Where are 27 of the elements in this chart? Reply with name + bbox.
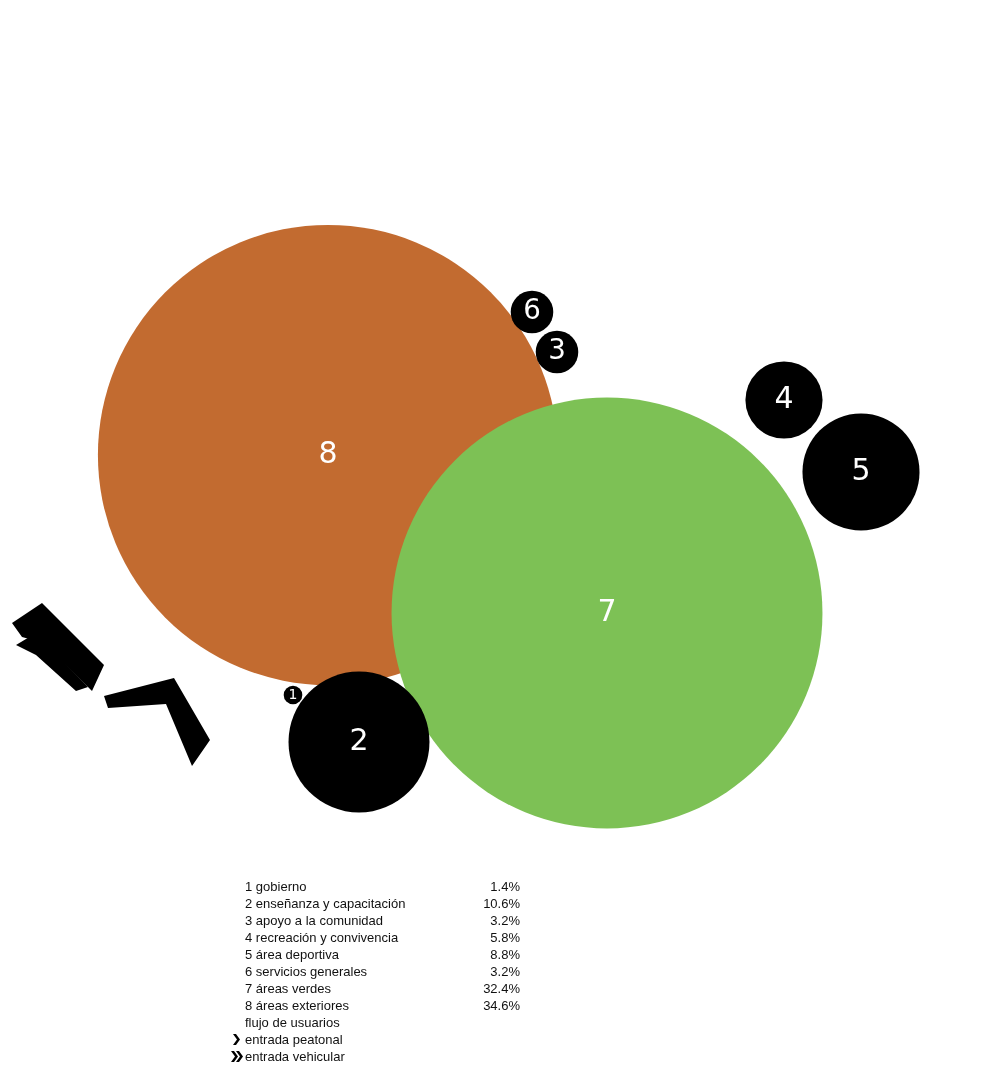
data-label: 5.8% xyxy=(489,929,520,946)
category-label: 7 áreas verdes xyxy=(245,980,332,997)
text: entrada peatonal xyxy=(245,1031,343,1048)
text: 5 xyxy=(851,451,871,487)
category-label: 8 áreas exteriores xyxy=(245,997,351,1014)
text: 6 xyxy=(523,293,541,327)
category-label: 1 gobierno xyxy=(245,878,308,895)
data-label: 3.2% xyxy=(489,912,520,929)
data-label: 10.6% xyxy=(482,895,520,912)
category-label: 3 apoyo a la comunidad xyxy=(245,912,385,929)
text: flujo de usuarios xyxy=(245,1014,340,1031)
data-label: 32.4% xyxy=(482,980,520,997)
text: 8 xyxy=(318,434,338,470)
text: 7 xyxy=(597,592,617,628)
text: 4 xyxy=(774,379,794,415)
category-label: 5 área deportiva xyxy=(245,946,340,963)
category-label: 6 servicios generales xyxy=(245,963,369,980)
data-label: 1.4% xyxy=(489,878,520,895)
text: 1 xyxy=(288,685,298,702)
category-label: 4 recreación y convivencia xyxy=(245,929,400,946)
data-label: 8.8% xyxy=(489,946,520,963)
category-label: 2 enseñanza y capacitación xyxy=(245,895,407,912)
data-label: 34.6% xyxy=(482,997,520,1014)
text: 3 xyxy=(548,333,566,367)
text: 2 xyxy=(349,721,369,757)
text: entrada vehicular xyxy=(245,1048,345,1065)
data-label: 3.2% xyxy=(489,963,520,980)
